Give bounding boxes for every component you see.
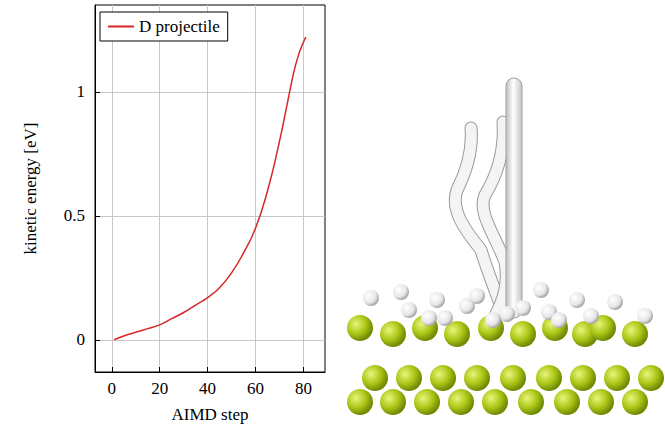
svg-text:D projectile: D projectile [139, 17, 220, 36]
svg-text:1: 1 [77, 82, 86, 101]
svg-text:0.5: 0.5 [64, 206, 85, 225]
svg-text:0: 0 [108, 379, 117, 398]
svg-text:0: 0 [77, 330, 86, 349]
svg-text:80: 80 [295, 379, 312, 398]
svg-text:60: 60 [247, 379, 264, 398]
svg-text:40: 40 [199, 379, 216, 398]
svg-text:AIMD step: AIMD step [172, 405, 249, 424]
svg-text:kinetic energy [eV]: kinetic energy [eV] [21, 123, 40, 255]
svg-text:20: 20 [151, 379, 168, 398]
